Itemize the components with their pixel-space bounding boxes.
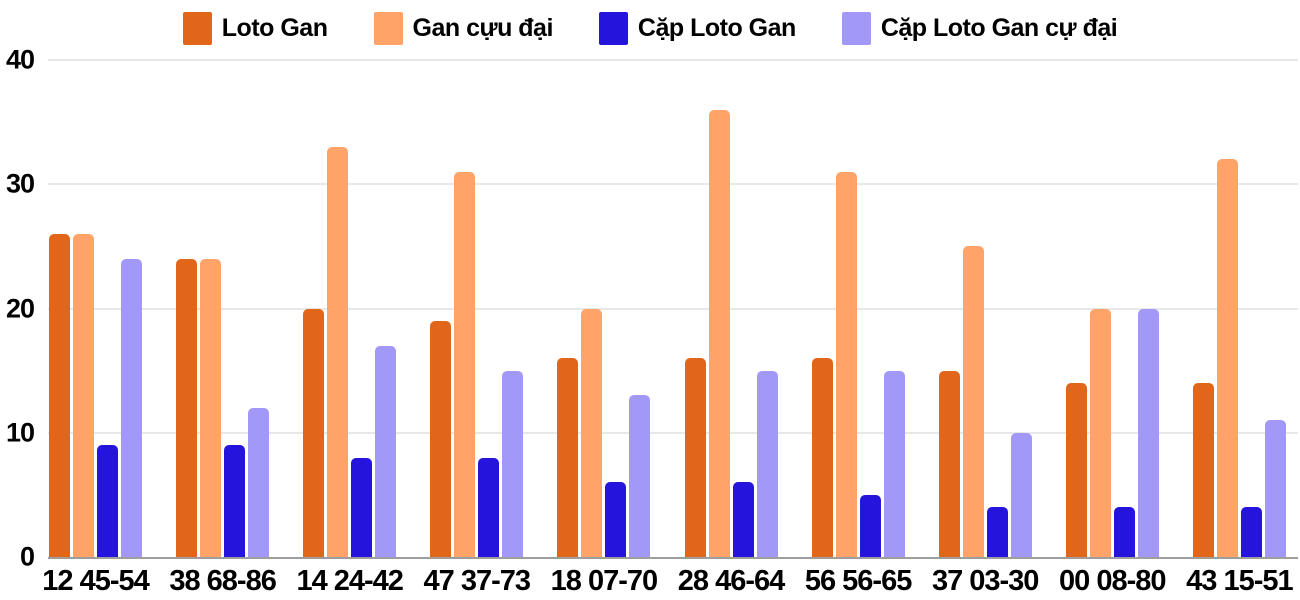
gridline xyxy=(48,431,1298,434)
legend-swatch-icon xyxy=(373,11,403,45)
legend: Loto Gan Gan cựu đại Cặp Loto Gan Cặp Loto … xyxy=(0,8,1300,48)
bar xyxy=(835,171,857,557)
bar xyxy=(1089,308,1111,557)
bar xyxy=(1264,420,1286,557)
bar xyxy=(303,308,325,557)
bar-group xyxy=(557,308,651,557)
bar xyxy=(49,233,70,557)
legend-label: Cặp Loto Gan cự đại xyxy=(880,13,1118,42)
x-axis-label: 12 45-54 xyxy=(42,565,149,597)
bar xyxy=(962,246,984,557)
gridline xyxy=(48,59,1298,61)
bar xyxy=(684,358,706,557)
gridline xyxy=(48,183,1298,186)
x-axis-labels: 12 45-54 38 68-86 14 24-42 47 37-73 18 07-70… xyxy=(42,565,1298,597)
x-axis-label: 47 37-73 xyxy=(423,565,531,597)
bar xyxy=(351,457,373,557)
bar-group xyxy=(49,233,142,557)
bar xyxy=(1113,507,1135,557)
bar xyxy=(811,358,833,557)
x-axis-label: 37 03-30 xyxy=(931,565,1039,597)
legend-label: Cặp Loto Gan xyxy=(637,13,796,42)
x-axis-label: 14 24-42 xyxy=(296,565,403,597)
y-tick-label: 0 xyxy=(19,541,35,572)
bar-group xyxy=(938,246,1032,557)
x-axis-label: 18 07-70 xyxy=(550,565,658,597)
bar xyxy=(708,109,730,557)
bar xyxy=(605,482,627,557)
bar xyxy=(1137,308,1159,557)
y-tick-label: 40 xyxy=(5,44,35,75)
bar xyxy=(73,233,94,557)
bar xyxy=(430,320,452,557)
bar xyxy=(756,370,778,557)
bar xyxy=(1192,383,1214,557)
legend-swatch-icon xyxy=(182,11,212,45)
bar xyxy=(454,171,476,557)
bar xyxy=(327,146,349,557)
y-axis-labels: 0 10 20 30 40 xyxy=(0,45,36,572)
bar xyxy=(478,457,500,557)
bar-group xyxy=(430,171,524,557)
y-tick-label: 10 xyxy=(5,417,35,448)
bar xyxy=(581,308,603,557)
gridline xyxy=(48,307,1298,310)
plot-area xyxy=(48,59,1298,559)
bar-group xyxy=(176,258,270,557)
bar xyxy=(938,370,960,557)
legend-item: Loto Gan xyxy=(182,11,328,45)
bar-group xyxy=(1192,159,1286,557)
legend-label: Gan cựu đại xyxy=(412,13,554,42)
bar xyxy=(375,345,397,557)
bar xyxy=(176,258,198,557)
bar xyxy=(986,507,1008,557)
bar xyxy=(502,370,524,557)
bar xyxy=(557,358,579,557)
legend-swatch-icon xyxy=(841,11,871,45)
bar xyxy=(1065,383,1087,557)
bar xyxy=(1010,432,1032,557)
legend-item: Cặp Loto Gan cự đại xyxy=(841,11,1118,45)
x-axis-label: 56 56-65 xyxy=(804,565,912,597)
bar xyxy=(629,395,651,557)
bar-group xyxy=(303,146,397,557)
bar xyxy=(248,407,270,557)
y-tick-label: 20 xyxy=(5,293,35,323)
bar xyxy=(883,370,905,557)
legend-swatch-icon xyxy=(598,11,628,45)
bar xyxy=(224,445,246,557)
x-axis-label: 38 68-86 xyxy=(169,565,276,597)
bar xyxy=(200,258,222,557)
bar xyxy=(732,482,754,557)
x-axis-label: 43 15-51 xyxy=(1186,565,1293,597)
legend-item: Cặp Loto Gan xyxy=(598,11,796,45)
bar xyxy=(97,445,118,557)
legend-label: Loto Gan xyxy=(221,13,328,42)
bar-group xyxy=(1065,308,1159,557)
y-tick-label: 30 xyxy=(5,168,35,199)
bar-group xyxy=(684,109,778,557)
x-axis-label: 00 08-80 xyxy=(1059,565,1166,597)
x-axis-label: 28 46-64 xyxy=(677,565,785,597)
bar xyxy=(1240,507,1262,557)
legend-item: Gan cựu đại xyxy=(373,11,554,45)
bar xyxy=(859,494,881,557)
bar xyxy=(1216,159,1238,557)
bar-group xyxy=(811,171,905,557)
bar xyxy=(121,258,142,557)
